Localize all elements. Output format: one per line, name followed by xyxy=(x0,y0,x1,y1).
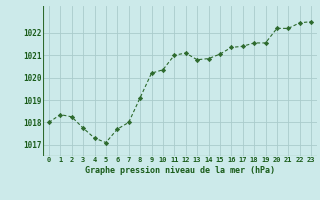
X-axis label: Graphe pression niveau de la mer (hPa): Graphe pression niveau de la mer (hPa) xyxy=(85,166,275,175)
